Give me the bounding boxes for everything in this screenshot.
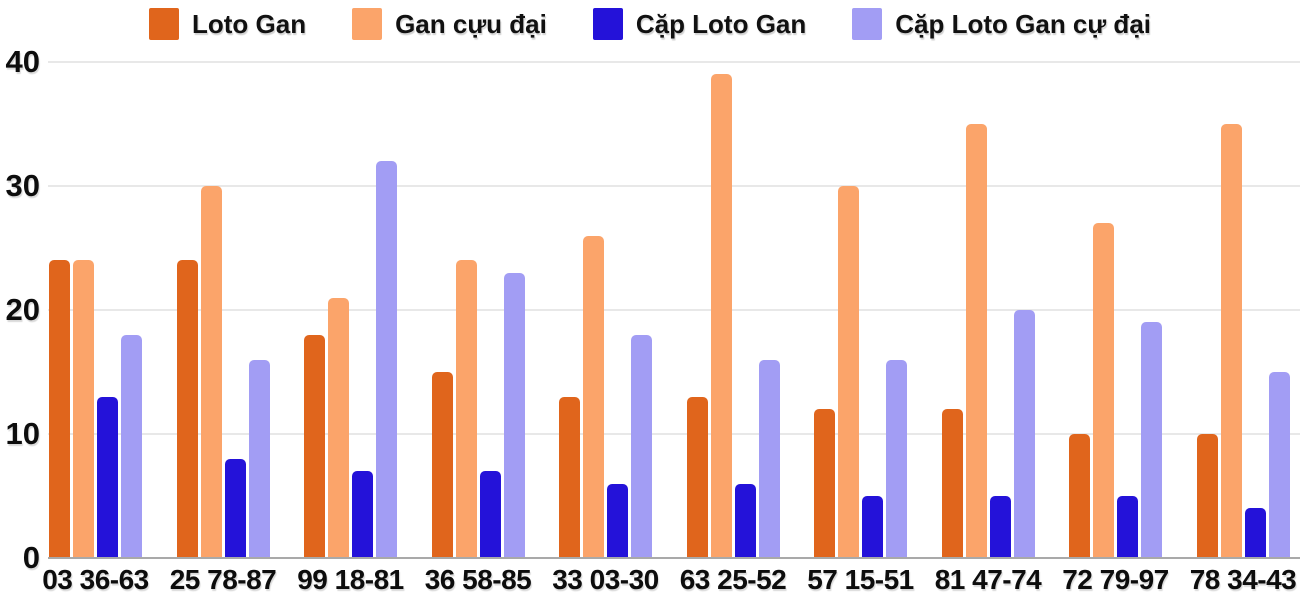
legend-item-4: Cặp Loto Gan cự đại	[852, 8, 1151, 40]
x-axis-label: 57 15-51	[807, 564, 914, 595]
x-axis-label: 25 78-87	[169, 564, 277, 595]
legend-item-2: Gan cựu đại	[352, 8, 547, 40]
y-axis-tick-10: 10	[5, 416, 40, 451]
bar-cặp-loto-gan-cự-đại	[758, 359, 780, 558]
bar-cặp-loto-gan	[989, 496, 1011, 558]
bar-gan-cựu-đại	[838, 186, 859, 558]
legend-item-1: Loto Gan	[148, 8, 307, 40]
legend-swatch-icon	[148, 8, 179, 40]
bar-loto-gan	[686, 396, 708, 558]
legend-item-3: Cặp Loto Gan	[592, 8, 807, 40]
x-axis-label: 78 34-43	[1189, 564, 1297, 595]
bar-gan-cựu-đại	[73, 260, 94, 558]
bar-loto-gan	[1069, 434, 1090, 558]
bar-cặp-loto-gan-cự-đại	[248, 359, 270, 558]
bar-group-72-79-97	[1069, 50, 1162, 558]
bar-cặp-loto-gan	[352, 471, 373, 558]
bar-gan-cựu-đại	[200, 186, 222, 558]
bar-loto-gan	[176, 260, 198, 558]
bar-gan-cựu-đại	[328, 297, 349, 558]
legend-swatch-icon	[592, 8, 623, 40]
bar-loto-gan	[814, 409, 835, 558]
y-axis-tick-30: 30	[5, 168, 40, 203]
bar-cặp-loto-gan-cự-đại	[886, 359, 907, 558]
y-axis-tick-20: 20	[5, 292, 40, 327]
bar-gan-cựu-đại	[1220, 124, 1242, 558]
bar-group-81-47-74	[941, 50, 1035, 558]
bar-cặp-loto-gan	[607, 483, 628, 558]
bar-cặp-loto-gan-cự-đại	[1013, 310, 1035, 558]
bar-cặp-loto-gan-cự-đại	[376, 161, 397, 558]
gridline-10	[48, 433, 1300, 435]
bar-cặp-loto-gan	[97, 396, 118, 558]
bar-loto-gan	[49, 260, 70, 558]
x-axis-label: 36 58-85	[424, 564, 532, 595]
bar-gan-cựu-đại	[583, 235, 604, 558]
gridline-40	[48, 61, 1300, 63]
bar-loto-gan	[1196, 434, 1218, 558]
bar-loto-gan	[304, 334, 325, 558]
legend-swatch-icon	[852, 8, 883, 40]
bar-gan-cựu-đại	[455, 260, 477, 558]
bar-group-57-15-51	[814, 50, 907, 558]
bar-group-78-34-43	[1196, 50, 1290, 558]
x-axis-label: 03 36-63	[42, 564, 149, 595]
x-axis-label: 63 25-52	[679, 564, 787, 595]
bar-cặp-loto-gan	[224, 458, 246, 558]
gridline-20	[48, 309, 1300, 311]
bar-group-25-78-87	[176, 50, 270, 558]
x-axis-label: 81 47-74	[934, 564, 1042, 595]
y-axis-tick-40: 40	[5, 44, 40, 79]
bar-cặp-loto-gan	[1244, 508, 1266, 558]
bar-group-36-58-85	[431, 50, 525, 558]
bar-cặp-loto-gan-cự-đại	[1268, 372, 1290, 558]
bar-loto-gan	[941, 409, 963, 558]
legend-label: Loto Gan	[191, 8, 307, 39]
bar-cặp-loto-gan-cự-đại	[121, 334, 142, 558]
bar-loto-gan	[559, 396, 580, 558]
y-axis-tick-0: 0	[22, 540, 40, 575]
bar-cặp-loto-gan-cự-đại	[1141, 322, 1162, 558]
legend-swatch-icon	[352, 8, 383, 40]
bar-cặp-loto-gan-cự-đại	[503, 272, 525, 558]
bar-group-03-36-63	[49, 50, 142, 558]
bar-group-63-25-52	[686, 50, 780, 558]
bar-cặp-loto-gan	[734, 483, 756, 558]
x-axis-line	[48, 557, 1300, 559]
bar-cặp-loto-gan	[1117, 496, 1138, 558]
bar-cặp-loto-gan-cự-đại	[631, 334, 652, 558]
bar-gan-cựu-đại	[965, 124, 987, 558]
gridline-30	[48, 185, 1300, 187]
bar-loto-gan	[431, 372, 453, 558]
bar-cặp-loto-gan	[479, 471, 501, 558]
legend-label: Cặp Loto Gan	[635, 8, 807, 39]
x-axis-label: 33 03-30	[552, 564, 659, 595]
x-axis-label: 72 79-97	[1062, 564, 1169, 595]
bar-group-99-18-81	[304, 50, 397, 558]
legend-label: Gan cựu đại	[395, 8, 547, 39]
bar-cặp-loto-gan	[862, 496, 883, 558]
x-axis-label: 99 18-81	[297, 564, 404, 595]
chart-legend: Loto Gan Gan cựu đại Cặp Loto Gan Cặp Loto …	[0, 8, 1300, 40]
bar-group-33-03-30	[559, 50, 652, 558]
legend-label: Cặp Loto Gan cự đại	[895, 8, 1151, 39]
bar-gan-cựu-đại	[1093, 223, 1114, 558]
bar-gan-cựu-đại	[710, 74, 732, 558]
